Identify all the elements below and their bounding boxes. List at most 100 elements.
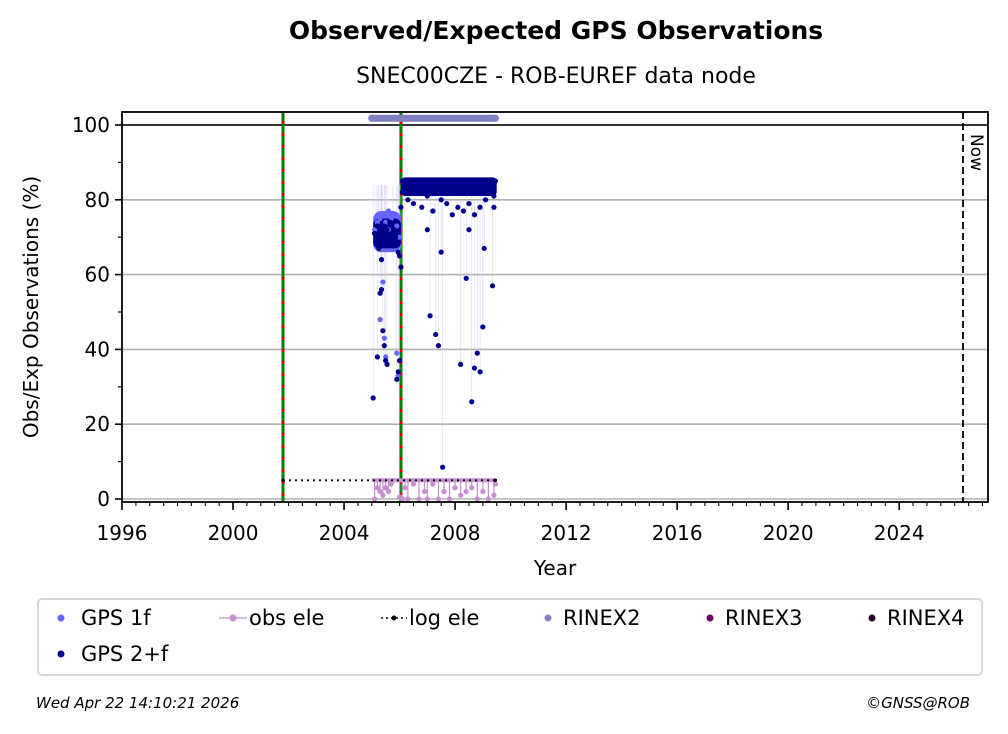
gps2f-point (438, 249, 444, 255)
gps2f-point (373, 238, 379, 244)
gps1f-point (391, 212, 397, 218)
gps2f-point (491, 185, 497, 192)
gps2f-point (466, 185, 472, 192)
legend-marker-gps-1f (51, 608, 81, 628)
gps1f-point (380, 212, 386, 218)
y-tick-label: 100 (72, 113, 110, 137)
obs-ele-point (441, 488, 447, 495)
gps2f-point (480, 182, 486, 188)
gps2f-point (396, 358, 403, 364)
obs-ele-point (377, 488, 383, 495)
obs-ele-point (474, 496, 480, 502)
legend-marker-rinex3 (695, 608, 725, 628)
gps2f-point (408, 182, 414, 188)
gps2f-point (481, 245, 487, 252)
gps2f-point (485, 182, 491, 188)
legend-label: GPS 1f (81, 606, 151, 630)
gps2f-point (449, 178, 455, 184)
gps2f-point (438, 182, 444, 188)
chart-title: Observed/Expected GPS Observations (288, 16, 824, 45)
rinex2-point (368, 114, 376, 122)
gps2f-point (405, 197, 411, 203)
gps2f-point (374, 223, 380, 229)
legend-label: RINEX4 (887, 606, 965, 630)
gps2f-point (458, 361, 464, 367)
gps1f-point (371, 227, 378, 233)
obs-ele-point (385, 488, 392, 495)
gps2f-point (381, 223, 387, 229)
x-tick-label: 2004 (319, 521, 370, 545)
gps2f-point (491, 193, 497, 199)
gps2f-point (371, 230, 378, 237)
gps2f-point (374, 354, 380, 360)
gps2f-point (410, 200, 417, 207)
now-label: Now (966, 134, 986, 171)
gps2f-point (435, 343, 442, 349)
gps2f-point (430, 208, 436, 214)
gps2f-point (483, 185, 489, 192)
x-tick-label: 2020 (763, 521, 814, 545)
gps2f-point (370, 395, 376, 401)
credit: ©GNSS@ROB (866, 694, 970, 712)
y-axis-label: Obs/Exp Observations (%) (19, 176, 43, 438)
gps2f-point (438, 197, 444, 203)
legend-label: obs ele (249, 606, 325, 630)
gps2f-point (492, 178, 498, 184)
y-tick-label: 0 (97, 487, 110, 511)
gps2f-point (471, 212, 478, 218)
gps1f-point (385, 208, 392, 214)
obs-ele-point (469, 485, 475, 491)
gps2f-point (376, 234, 382, 240)
gps2f-point (441, 178, 447, 184)
gps1f-point (380, 279, 386, 285)
gps2f-point (402, 182, 408, 188)
legend-label: GPS 2+f (81, 642, 169, 666)
gps1f-point (377, 316, 383, 323)
legend-label: RINEX2 (563, 606, 641, 630)
gps2f-point (471, 189, 478, 195)
gps2f-point (419, 204, 425, 210)
obs-ele-point (421, 488, 428, 495)
data-series (281, 114, 499, 502)
gps2f-point (405, 178, 411, 184)
obs-ele-point (480, 488, 486, 495)
gps1f-point (394, 350, 400, 356)
gps2f-point (446, 185, 453, 192)
gps2f-point (483, 197, 489, 203)
gps2f-point (421, 178, 428, 184)
gps2f-point (489, 283, 496, 289)
gps2f-point (488, 178, 494, 184)
obs-ele-point (410, 481, 417, 487)
gps2f-point (477, 369, 483, 375)
gps2f-point (390, 238, 396, 244)
y-tick-label: 60 (85, 263, 110, 287)
legend-item-rinex4: RINEX4 (857, 606, 965, 630)
gps2f-point (380, 328, 386, 334)
x-tick-label: 2000 (208, 521, 259, 545)
gps2f-point (399, 178, 405, 184)
legend-item-obs-ele: obs ele (219, 606, 324, 630)
obs-ele-point (430, 481, 436, 487)
gps2f-point (396, 253, 403, 259)
obs-ele-point (463, 488, 469, 495)
gps2f-point (455, 178, 461, 184)
obs-ele-point (458, 492, 464, 498)
gps2f-point (463, 182, 469, 188)
axes-frame (121, 111, 989, 503)
gps2f-point (383, 238, 389, 244)
axes-border (121, 111, 989, 503)
gps2f-point (452, 182, 458, 188)
gps2f-point (381, 343, 387, 349)
gps2f-point (463, 275, 469, 281)
gps2f-point (427, 313, 433, 319)
obs-ele-point (405, 496, 411, 502)
legend-label: RINEX3 (725, 606, 803, 630)
gps2f-point (469, 182, 475, 188)
x-tick-label: 2016 (652, 521, 703, 545)
legend-marker-rinex2 (533, 608, 563, 628)
gps2f-point (413, 182, 419, 188)
gps2f-point (384, 361, 390, 367)
gps2f-point (378, 257, 385, 263)
legend: GPS 1f GPS 2+f obs ele log ele RINEX2 RI… (37, 598, 983, 676)
gps2f-point (398, 204, 404, 210)
